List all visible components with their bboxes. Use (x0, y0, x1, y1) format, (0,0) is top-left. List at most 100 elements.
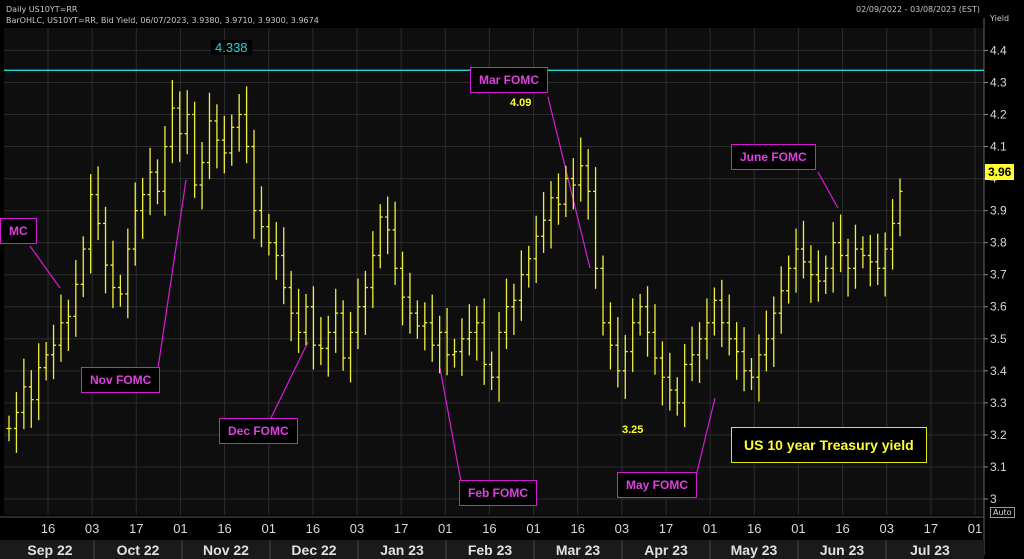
ohlc-bar (793, 228, 799, 293)
x-month-tick-label: Jan 23 (380, 542, 424, 558)
chart-instrument-label: Daily US10YT=RR (6, 5, 78, 14)
x-day-tick-label: 01 (703, 521, 717, 536)
ohlc-bar (95, 166, 101, 241)
last-value-badge: 3.96 (985, 164, 1015, 180)
date-range: 02/09/2022 - 03/08/2023 (EST) (856, 5, 980, 14)
ohlc-bar (162, 126, 168, 216)
x-month-tick-label: Feb 23 (468, 542, 513, 558)
ohlc-bar (177, 91, 183, 162)
fomc-leader-line (29, 245, 61, 289)
ohlc-bar (221, 115, 227, 174)
ohlc-bar (674, 377, 680, 416)
x-month-tick-label: Sep 22 (27, 542, 72, 558)
ohlc-bar (600, 255, 606, 336)
ohlc-bar (36, 343, 42, 421)
ohlc-bar (444, 308, 450, 376)
ohlc-bar (630, 298, 636, 373)
x-month-tick-label: Mar 23 (556, 542, 601, 558)
annotation-mar-high: 4.09 (510, 97, 532, 109)
fomc-label-jun: June FOMC (731, 144, 816, 170)
ohlc-bars (6, 79, 903, 453)
fomc-label-nov: Nov FOMC (81, 367, 161, 393)
fomc-label-oct: MC (0, 218, 37, 244)
ohlc-bar (815, 250, 821, 302)
ohlc-bar (711, 287, 717, 336)
y-tick-label: 3.7 (990, 268, 1007, 282)
ohlc-bar (481, 298, 487, 385)
ohlc-bar (734, 322, 740, 380)
x-day-tick-label: 03 (615, 521, 629, 536)
ohlc-bar (206, 92, 212, 180)
ohlc-bar (103, 206, 109, 294)
ohlc-bar (652, 304, 658, 375)
fomc-leader-line (439, 367, 462, 483)
y-tick-label: 3.8 (990, 236, 1007, 250)
ohlc-bar (13, 391, 19, 453)
fomc-label-may: May FOMC (617, 472, 698, 498)
ohlc-bar (340, 300, 346, 371)
ohlc-bar (659, 341, 665, 406)
ohlc-bar (474, 306, 480, 361)
ohlc-bar (452, 338, 457, 368)
y-tick-label: 4.1 (990, 140, 1007, 154)
ohlc-bar (496, 311, 502, 402)
ohlc-bar (808, 245, 814, 303)
fomc-leader-line (269, 341, 309, 421)
ohlc-bar (333, 288, 339, 353)
x-day-tick-label: 16 (482, 521, 496, 536)
ohlc-bar (58, 294, 64, 362)
x-day-tick-label: 01 (968, 521, 982, 536)
ohlc-bar (897, 178, 903, 237)
ohlc-bar (288, 270, 294, 342)
ohlc-bar (704, 298, 710, 360)
y-tick-label: 4.4 (990, 43, 1007, 57)
ohlc-bar (132, 182, 138, 266)
x-day-tick-label: 16 (306, 521, 320, 536)
ohlc-bar (318, 316, 324, 366)
ohlc-bar (882, 232, 888, 297)
x-day-tick-label: 16 (41, 521, 55, 536)
ohlc-bar (429, 294, 435, 362)
ohlc-bar (726, 294, 732, 356)
ohlc-bar (51, 324, 57, 380)
auto-scale-button[interactable]: Auto (990, 507, 1015, 518)
x-day-tick-label: 17 (129, 521, 143, 536)
hline-value-label: 4.338 (211, 40, 252, 55)
ohlc-bar (370, 231, 376, 309)
ohlc-bar (273, 222, 279, 280)
x-day-tick-label: 16 (747, 521, 761, 536)
ohlc-bar (80, 236, 86, 298)
ohlc-bar (28, 370, 34, 428)
ohlc-bar (845, 238, 851, 297)
ohlc-bar (578, 137, 584, 202)
ohlc-bar (236, 94, 242, 152)
ohlc-bar (503, 278, 509, 350)
ohlc-bar (852, 224, 858, 289)
ohlc-bar (786, 255, 792, 304)
ohlc-bar (229, 114, 235, 166)
ohlc-bar (459, 318, 465, 376)
ohlc-bar (719, 279, 725, 348)
ohlc-bar (266, 213, 272, 256)
ohlc-bar (778, 266, 784, 334)
x-month-tick-label: Apr 23 (644, 542, 688, 558)
ohlc-bar (6, 415, 12, 442)
ohlc-bar (637, 293, 643, 336)
ohlc-bar (622, 334, 628, 400)
x-day-tick-label: 03 (350, 521, 364, 536)
ohlc-bar (541, 192, 547, 253)
ohlc-bar (377, 204, 383, 269)
ohlc-bar (607, 302, 613, 370)
ohlc-bar (392, 201, 398, 285)
ohlc-bar (214, 104, 220, 169)
ohlc-bar (615, 316, 621, 388)
x-day-tick-label: 17 (924, 521, 938, 536)
x-day-tick-label: 03 (85, 521, 99, 536)
ohlc-bar (511, 283, 517, 335)
fomc-leader-line (157, 179, 187, 369)
x-day-tick-label: 01 (261, 521, 275, 536)
ohlc-bar (362, 270, 368, 335)
ohlc-bar (325, 315, 331, 377)
ohlc-bar (184, 90, 190, 155)
x-day-tick-label: 01 (526, 521, 540, 536)
